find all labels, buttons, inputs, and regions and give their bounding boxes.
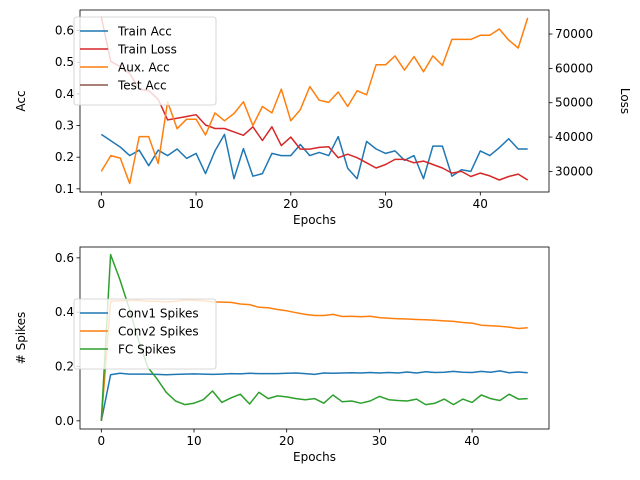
series-line-train-loss xyxy=(100,16,529,181)
y-tick-label: 0.1 xyxy=(55,182,74,196)
legend-label: Test Acc xyxy=(117,79,167,93)
legend-label: Train Acc xyxy=(117,25,172,39)
y-axis-label: Acc xyxy=(14,90,28,111)
legend-label: Aux. Acc xyxy=(118,61,170,75)
legend-label: Conv2 Spikes xyxy=(118,325,199,339)
x-tick-label: 20 xyxy=(279,434,294,448)
x-axis-label: Epochs xyxy=(293,213,336,227)
y2-tick-label: 30000 xyxy=(555,164,593,178)
legend-label: Conv1 Spikes xyxy=(118,307,199,321)
x-tick-label: 40 xyxy=(464,434,479,448)
y-tick-label: 0.6 xyxy=(55,24,74,38)
x-tick-label: 30 xyxy=(378,197,393,211)
x-tick-label: 40 xyxy=(473,197,488,211)
y-axis-label: # Spikes xyxy=(14,312,28,365)
top-chart: 0 10 20 30 40 0.1 0.2 0.3 0.4 0.5 0.6 30000 40000 500… xyxy=(14,9,632,227)
x-tick-label: 10 xyxy=(186,434,201,448)
y-tick-label: 0.0 xyxy=(55,414,74,428)
x-axis-label: Epochs xyxy=(293,450,336,464)
y2-tick-label: 50000 xyxy=(555,96,593,110)
legend: Train Acc Train Loss Aux. Acc Test Acc xyxy=(73,16,217,106)
legend-label: FC Spikes xyxy=(118,343,176,357)
y2-tick-label: 40000 xyxy=(555,130,593,144)
legend-box xyxy=(73,16,217,106)
y-tick-label: 0.4 xyxy=(55,87,74,101)
series-line-conv1-spikes xyxy=(100,370,528,422)
x-tick-label: 0 xyxy=(97,434,105,448)
y-tick-label: 0.2 xyxy=(55,360,74,374)
y-tick-label: 0.6 xyxy=(55,251,74,265)
y-tick-label: 0.3 xyxy=(55,119,74,133)
y-tick-label: 0.5 xyxy=(55,55,74,69)
legend: Conv1 Spikes Conv2 Spikes FC Spikes xyxy=(73,298,217,370)
y-tick-label: 0.2 xyxy=(55,150,74,164)
legend-label: Train Loss xyxy=(117,43,177,57)
legend-box xyxy=(73,298,217,370)
series-line-fc-spikes xyxy=(100,253,528,421)
y2-tick-label: 60000 xyxy=(555,61,593,75)
y-tick-label: 0.4 xyxy=(55,305,74,319)
x-tick-label: 30 xyxy=(372,434,387,448)
series-line-aux-acc xyxy=(100,17,529,185)
x-tick-label: 20 xyxy=(283,197,298,211)
y2-tick-label: 70000 xyxy=(555,27,593,41)
bottom-chart: 0 10 20 30 40 0.0 0.2 0.4 0.6 Epochs # Spikes Conv1… xyxy=(14,246,550,464)
y2-axis-label: Loss xyxy=(618,88,632,114)
x-tick-label: 10 xyxy=(188,197,203,211)
x-tick-label: 0 xyxy=(97,197,105,211)
